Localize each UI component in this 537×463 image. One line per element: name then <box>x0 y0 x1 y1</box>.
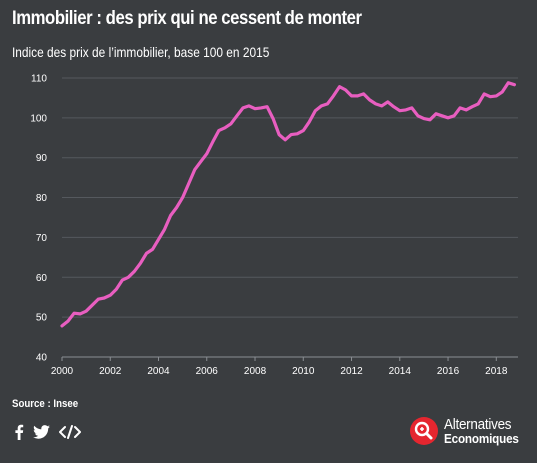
y-tick-label: 60 <box>36 273 48 284</box>
x-tick-label: 2010 <box>292 366 315 377</box>
x-tick-label: 2006 <box>196 366 219 377</box>
x-tick-label: 2008 <box>244 366 267 377</box>
chart-subtitle: Indice des prix de l’immobilier, base 10… <box>12 44 270 60</box>
y-tick-label: 50 <box>36 313 48 324</box>
y-tick-label: 110 <box>31 73 47 84</box>
brand-logo[interactable]: Alternatives Economiques <box>410 417 527 445</box>
share-bar <box>14 424 81 445</box>
brand-name-line1: Alternatives <box>444 416 512 433</box>
y-tick-label: 40 <box>36 353 48 364</box>
embed-code-icon[interactable] <box>59 425 81 444</box>
source-note: Source : Insee <box>12 398 79 410</box>
x-tick-label: 2012 <box>340 366 363 377</box>
y-tick-label: 90 <box>36 153 48 164</box>
line-chart: 40 50 60 70 80 90 100 110 2000 2002 2004 2006 2008 20… <box>30 73 518 377</box>
y-tick-label: 100 <box>30 113 47 124</box>
series-line <box>60 81 516 328</box>
x-tick-label: 2002 <box>99 366 122 377</box>
brand-name-line2: Economiques <box>444 431 519 446</box>
chart-title: Immobilier : des prix qui ne cessent de … <box>12 8 362 29</box>
x-tick-label: 2014 <box>389 366 412 377</box>
twitter-icon[interactable] <box>33 425 50 444</box>
y-tick-label: 70 <box>36 233 48 244</box>
x-tick-label: 2016 <box>437 366 460 377</box>
y-tick-label: 80 <box>36 193 48 204</box>
magnifier-logo-icon <box>410 417 438 445</box>
facebook-icon[interactable] <box>14 424 24 445</box>
x-tick-label: 2000 <box>51 366 74 377</box>
x-tick-label: 2018 <box>485 366 508 377</box>
x-tick-label: 2004 <box>147 366 170 377</box>
